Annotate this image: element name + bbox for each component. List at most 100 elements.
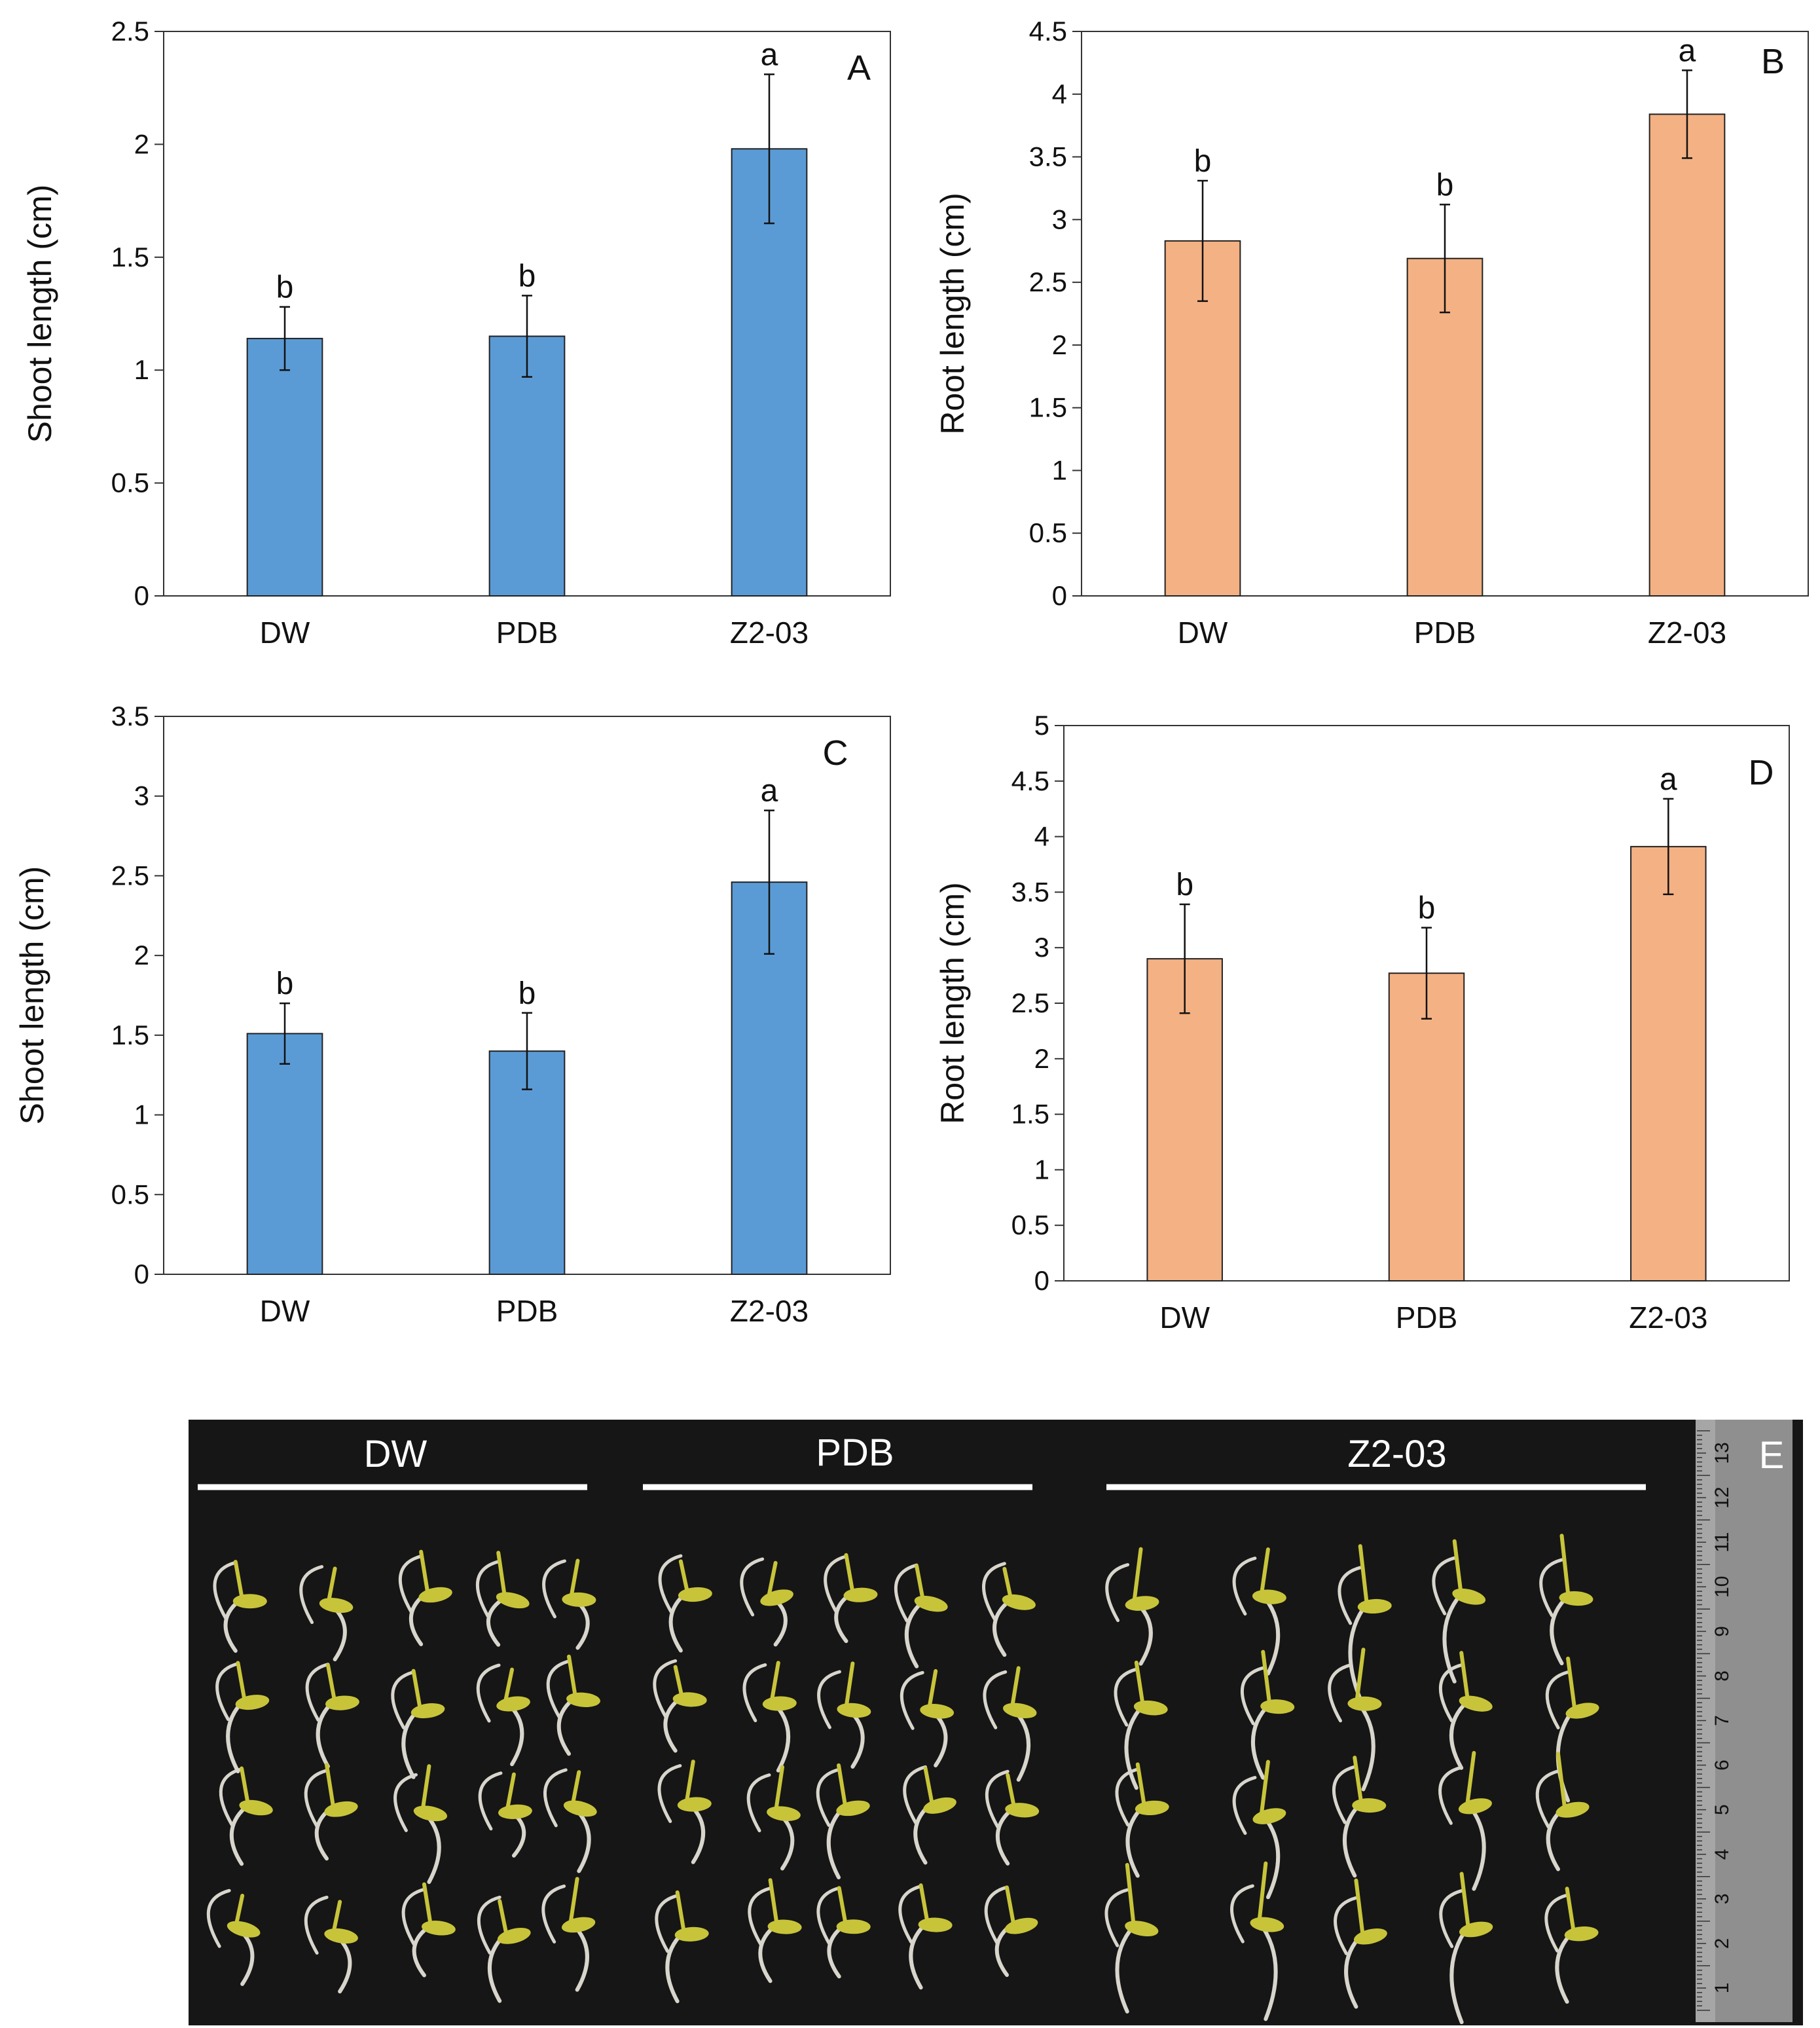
seedling bbox=[740, 1557, 793, 1647]
seedling bbox=[894, 1563, 948, 1668]
panel-d-error-bar-dw bbox=[1179, 903, 1190, 1014]
photo-group-label-pdb: PDB bbox=[816, 1431, 894, 1474]
panel-d-y-tick-label: 3.5 bbox=[1011, 876, 1049, 907]
panel-a-significance-dw: b bbox=[276, 270, 294, 305]
panel-d-y-tick-label: 1 bbox=[1034, 1154, 1049, 1185]
panel-b-y-tick-label: 1.5 bbox=[1029, 392, 1067, 423]
panel-b-significance-dw: b bbox=[1194, 144, 1212, 179]
panel-a-bar-dw bbox=[246, 337, 323, 597]
seedling bbox=[900, 1668, 955, 1767]
ruler-mark-7: 7 bbox=[1711, 1715, 1733, 1726]
panel-d-y-tick-label: 4.5 bbox=[1011, 765, 1049, 796]
panel-d-bar-pdb bbox=[1388, 972, 1465, 1281]
panel-a-y-tick-label: 1.5 bbox=[111, 242, 149, 272]
seedling bbox=[543, 1768, 597, 1873]
panel-d-y-tick-label: 2.5 bbox=[1011, 987, 1049, 1018]
seedling bbox=[982, 1562, 1036, 1657]
panel-a-y-tick-label: 0 bbox=[134, 580, 149, 611]
panel-a-y-tick-label: 1 bbox=[134, 354, 149, 385]
panel-c-error-bar-dw bbox=[280, 1002, 290, 1065]
panel-a-error-bar-dw bbox=[280, 306, 290, 371]
panel-c-chart: Shoot length (cm) C 0 0.5 1 1.5 2 2.5 3 3.5 b DW b… bbox=[14, 701, 891, 1328]
seedling bbox=[299, 1565, 354, 1662]
seedling bbox=[1535, 1752, 1590, 1871]
panel-c-y-tick-label: 3 bbox=[134, 781, 149, 811]
panel-d-significance-pdb: b bbox=[1418, 891, 1436, 926]
seedling bbox=[1115, 1762, 1169, 1878]
panel-b-y-tick-label: 4 bbox=[1052, 79, 1067, 109]
seedling bbox=[393, 1764, 448, 1885]
ruler-mark-8: 8 bbox=[1711, 1670, 1733, 1682]
seedling bbox=[1232, 1760, 1286, 1900]
panel-b-y-tick-label: 0 bbox=[1052, 580, 1067, 611]
panel-d-y-tick-label: 0 bbox=[1034, 1265, 1049, 1296]
seedling bbox=[477, 1895, 531, 2003]
seedling bbox=[985, 1769, 1040, 1866]
panel-b-y-tick-label: 2.5 bbox=[1029, 267, 1067, 297]
ruler-mark-11: 11 bbox=[1711, 1532, 1733, 1553]
panel-a-y-tick-label: 2.5 bbox=[111, 16, 149, 46]
seedling bbox=[1240, 1650, 1295, 1780]
ruler-mark-9: 9 bbox=[1711, 1626, 1733, 1637]
panel-c-error-bar-z2-03 bbox=[764, 809, 774, 955]
seedling bbox=[304, 1895, 358, 1994]
seedling bbox=[478, 1771, 532, 1858]
seedling bbox=[1539, 1534, 1593, 1666]
panel-a-y-axis-label: Shoot length (cm) bbox=[22, 185, 58, 443]
seedling bbox=[816, 1763, 870, 1879]
panel-a-x-tick-label-z2-03: Z2-03 bbox=[730, 616, 809, 650]
seedlings bbox=[206, 1534, 1599, 2025]
panel-a-significance-z2-03: a bbox=[761, 38, 778, 73]
panel-b-x-tick-label-z2-03: Z2-03 bbox=[1648, 616, 1726, 650]
panel-b-y-tick-label: 0.5 bbox=[1029, 517, 1067, 548]
panel-d-x-tick-label-dw: DW bbox=[1159, 1300, 1210, 1335]
panel-c-significance-dw: b bbox=[276, 967, 294, 1001]
seedling bbox=[1105, 1547, 1159, 1666]
panel-b-error-bar-dw bbox=[1197, 179, 1208, 303]
panel-b-significance-pdb: b bbox=[1436, 168, 1454, 202]
panel-d-y-tick-label: 5 bbox=[1034, 710, 1049, 741]
seedling bbox=[742, 1661, 797, 1773]
seedling bbox=[1104, 1862, 1159, 2014]
panel-c-x-tick-label-pdb: PDB bbox=[496, 1294, 558, 1328]
panel-d-error-bar-pdb bbox=[1421, 927, 1432, 1020]
panel-d-y-tick-label: 2 bbox=[1034, 1043, 1049, 1074]
panel-b-bar-z2-03 bbox=[1648, 113, 1726, 597]
panel-b-bar-pdb bbox=[1406, 257, 1483, 597]
ruler-mark-13: 13 bbox=[1711, 1442, 1733, 1464]
seedling bbox=[1545, 1656, 1599, 1803]
panel-b-error-bar-z2-03 bbox=[1682, 69, 1692, 159]
panel-e-letter: E bbox=[1759, 1434, 1785, 1477]
seedling bbox=[219, 1766, 273, 1866]
seedling bbox=[983, 1666, 1037, 1782]
ruler-mark-2: 2 bbox=[1711, 1938, 1733, 1949]
panel-d-significance-z2-03: a bbox=[1660, 762, 1677, 797]
panel-d-x-tick-label-z2-03: Z2-03 bbox=[1629, 1300, 1707, 1335]
seedling bbox=[475, 1551, 530, 1647]
seedling bbox=[1328, 1648, 1382, 1792]
seedling bbox=[304, 1763, 358, 1861]
ruler-mark-5: 5 bbox=[1711, 1804, 1733, 1815]
panel-d-error-bar-z2-03 bbox=[1663, 798, 1674, 896]
panel-b-x-tick-label-dw: DW bbox=[1178, 616, 1228, 650]
seedling bbox=[816, 1886, 871, 1979]
panel-c-y-tick-label: 1 bbox=[134, 1099, 149, 1130]
panel-c-y-tick-label: 0.5 bbox=[111, 1179, 149, 1209]
seedling bbox=[1334, 1878, 1387, 2009]
panel-c-x-tick-label-dw: DW bbox=[260, 1294, 310, 1328]
panel-b-y-tick-label: 1 bbox=[1052, 454, 1067, 485]
seedling bbox=[653, 1659, 707, 1753]
panel-b-y-tick-label: 4.5 bbox=[1029, 16, 1067, 46]
panel-b-significance-z2-03: a bbox=[1679, 33, 1696, 68]
seedling bbox=[903, 1765, 956, 1865]
panel-b-y-tick-label: 2 bbox=[1052, 329, 1067, 360]
ruler-mark-1: 1 bbox=[1711, 1983, 1733, 1994]
seedling bbox=[1438, 1651, 1493, 1770]
panel-c-y-tick-label: 2.5 bbox=[111, 860, 149, 891]
panel-a-y-tick-label: 2 bbox=[134, 128, 149, 159]
panel-a-x-tick-label-pdb: PDB bbox=[496, 616, 558, 650]
panel-c-error-bar-pdb bbox=[522, 1012, 532, 1090]
panel-b-x-tick-label-pdb: PDB bbox=[1414, 616, 1476, 650]
